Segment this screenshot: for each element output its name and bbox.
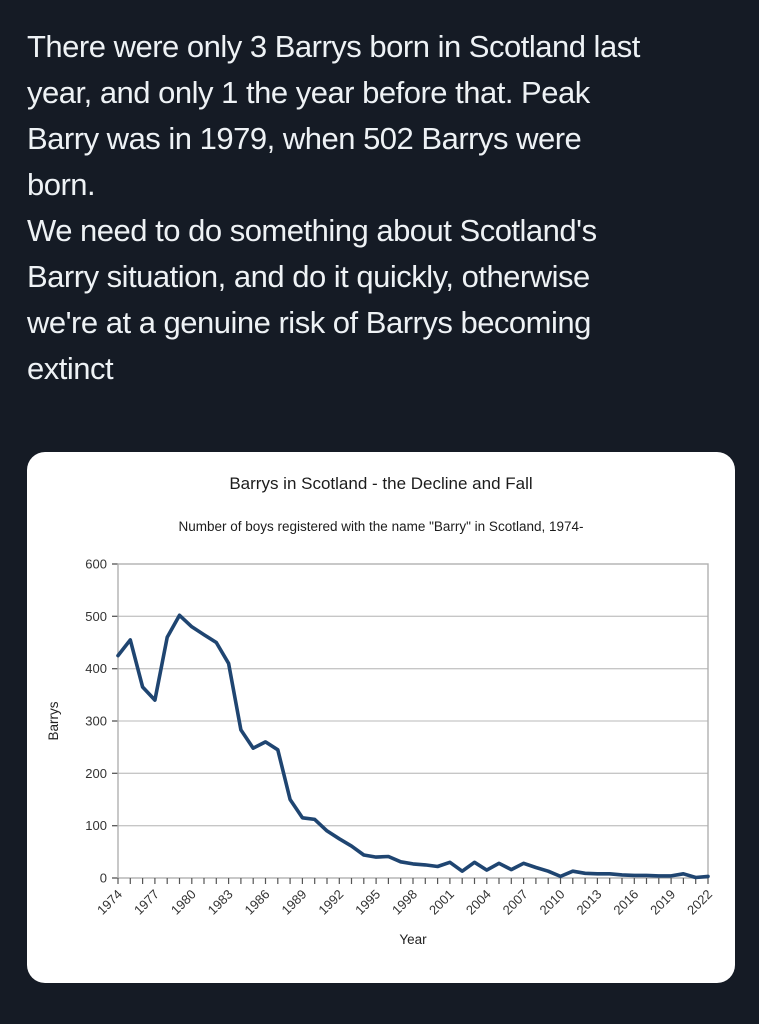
y-tick-label: 600 (85, 557, 107, 572)
chart-subtitle: Number of boys registered with the name … (178, 519, 584, 534)
chart-title: Barrys in Scotland - the Decline and Fal… (229, 474, 533, 493)
x-axis-title: Year (399, 932, 427, 947)
x-tick-label: 1980 (168, 887, 199, 918)
x-tick-label: 1989 (278, 887, 309, 918)
y-tick-label: 400 (85, 661, 107, 676)
x-tick-label: 1974 (94, 887, 125, 918)
x-tick-label: 1983 (205, 887, 236, 918)
x-tick-label: 1998 (389, 887, 420, 918)
tweet-text: There were only 3 Barrys born in Scotlan… (27, 29, 640, 386)
x-tick-label: 2016 (610, 887, 641, 918)
x-tick-label: 2001 (426, 887, 457, 918)
x-tick-label: 2010 (537, 887, 568, 918)
x-tick-label: 1995 (352, 887, 383, 918)
x-tick-label: 1986 (242, 887, 273, 918)
x-tick-label: 2004 (463, 887, 494, 918)
y-tick-label: 200 (85, 766, 107, 781)
chart-card: Barrys in Scotland - the Decline and Fal… (27, 452, 735, 983)
y-tick-label: 0 (100, 871, 107, 886)
x-tick-label: 2007 (500, 887, 531, 918)
x-tick-label: 1977 (131, 887, 162, 918)
x-tick-label: 2022 (684, 887, 715, 918)
x-tick-label: 1992 (315, 887, 346, 918)
y-tick-label: 300 (85, 714, 107, 729)
chart-line (116, 613, 710, 880)
y-tick-label: 100 (85, 818, 107, 833)
y-axis-title: Barrys (46, 701, 61, 740)
x-tick-label: 2019 (647, 887, 678, 918)
y-tick-label: 500 (85, 609, 107, 624)
x-tick-label: 2013 (573, 887, 604, 918)
